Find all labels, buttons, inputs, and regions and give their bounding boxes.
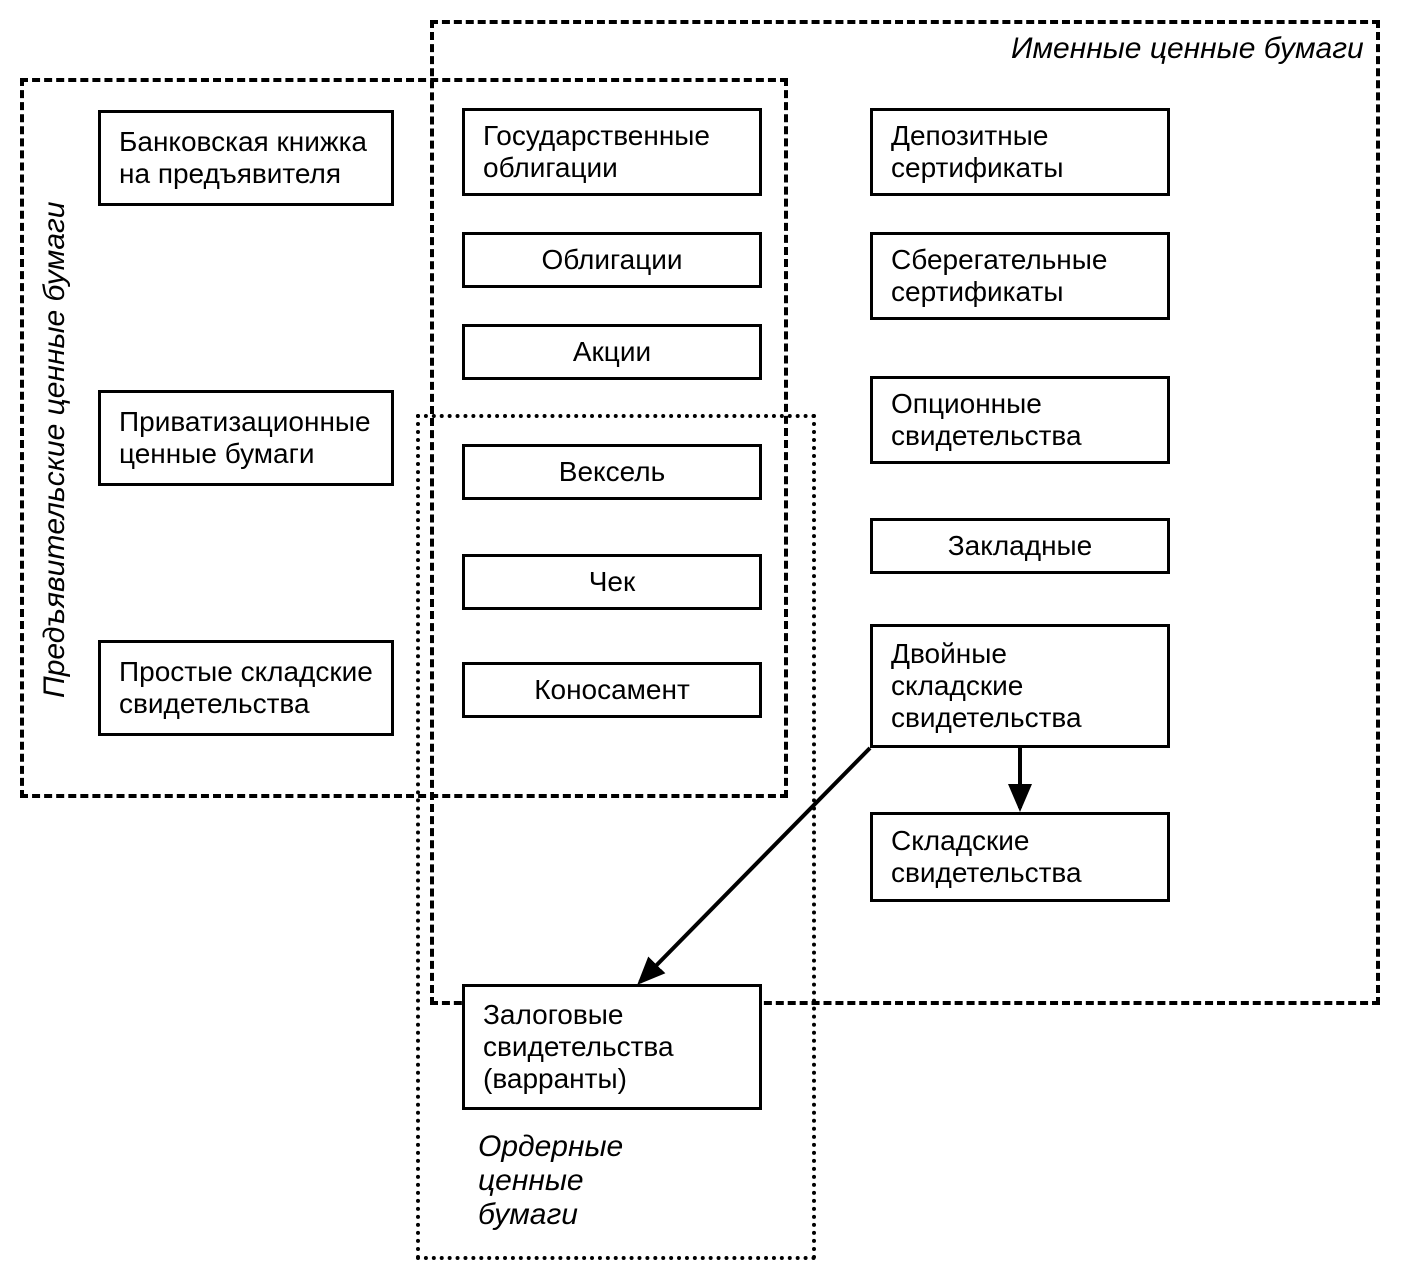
- box-text-warrant: Залоговые свидетельства (варранты): [483, 999, 674, 1096]
- box-text-bonds: Облигации: [541, 244, 682, 276]
- group-label-registered: Именные ценные бумаги: [1005, 32, 1370, 66]
- box-savings: Сберегательные сертификаты: [870, 232, 1170, 320]
- box-dbl-ware: Двойные складские свидетельства: [870, 624, 1170, 748]
- group-label-order: Ордерные ценные бумаги: [472, 1130, 629, 1232]
- box-ware-cert: Складские свидетельства: [870, 812, 1170, 902]
- box-text-mortgage: Закладные: [948, 530, 1092, 562]
- box-text-veksel: Вексель: [559, 456, 665, 488]
- box-priv: Приватизационные ценные бумаги: [98, 390, 394, 486]
- box-text-ware-cert: Складские свидетельства: [891, 825, 1082, 889]
- box-text-deposit: Депозитные сертификаты: [891, 120, 1063, 184]
- box-text-option: Опционные свидетельства: [891, 388, 1082, 452]
- box-konosament: Коносамент: [462, 662, 762, 718]
- box-text-shares: Акции: [573, 336, 651, 368]
- box-text-konosament: Коносамент: [534, 674, 690, 706]
- box-gov-bonds: Государственные облигации: [462, 108, 762, 196]
- box-deposit: Депозитные сертификаты: [870, 108, 1170, 196]
- group-label-bearer: Предъявительские ценные бумаги: [38, 140, 72, 760]
- box-text-dbl-ware: Двойные складские свидетельства: [891, 638, 1082, 735]
- box-text-priv: Приватизационные ценные бумаги: [119, 406, 371, 470]
- box-check: Чек: [462, 554, 762, 610]
- box-option: Опционные свидетельства: [870, 376, 1170, 464]
- box-text-bank-book: Банковская книжка на предъявителя: [119, 126, 367, 190]
- box-text-check: Чек: [589, 566, 635, 598]
- box-warrant: Залоговые свидетельства (варранты): [462, 984, 762, 1110]
- box-shares: Акции: [462, 324, 762, 380]
- box-mortgage: Закладные: [870, 518, 1170, 574]
- box-bonds: Облигации: [462, 232, 762, 288]
- box-simple-ware: Простые складские свидетельства: [98, 640, 394, 736]
- box-veksel: Вексель: [462, 444, 762, 500]
- box-text-gov-bonds: Государственные облигации: [483, 120, 710, 184]
- box-text-savings: Сберегательные сертификаты: [891, 244, 1107, 308]
- box-text-simple-ware: Простые складские свидетельства: [119, 656, 373, 720]
- box-bank-book: Банковская книжка на предъявителя: [98, 110, 394, 206]
